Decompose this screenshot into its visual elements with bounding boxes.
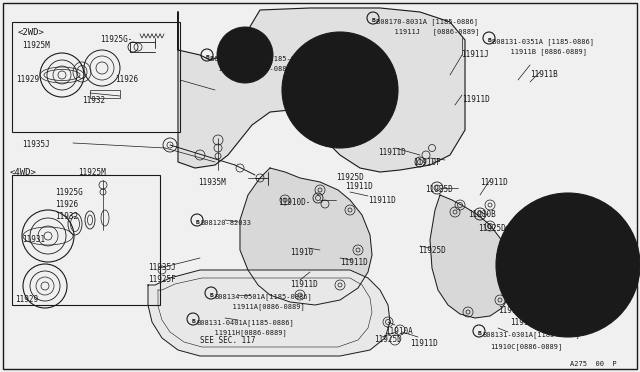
Text: 11935J: 11935J	[148, 263, 176, 272]
Text: B: B	[195, 220, 199, 225]
Text: 11935J: 11935J	[22, 140, 50, 149]
Text: 11932: 11932	[82, 96, 105, 105]
Text: B08134-0501A[1185-0886]: B08134-0501A[1185-0886]	[214, 293, 312, 300]
Text: B08131-0401A[1185-0886]: B08131-0401A[1185-0886]	[196, 319, 294, 326]
Text: 11925D: 11925D	[374, 335, 402, 344]
Circle shape	[282, 32, 398, 148]
Text: 11911J   [0886-0889]: 11911J [0886-0889]	[386, 28, 479, 35]
Bar	[12, 175, 160, 305]
Text: 11911A[0886-0889]: 11911A[0886-0889]	[224, 303, 305, 310]
Text: 11910F: 11910F	[413, 158, 441, 167]
Text: N: N	[548, 213, 552, 218]
Text: 11910A: 11910A	[385, 327, 413, 336]
Text: 11929: 11929	[15, 295, 38, 304]
Text: 11910C[0886-0889]: 11910C[0886-0889]	[490, 343, 563, 350]
Text: 11911J: 11911J	[461, 50, 489, 59]
Polygon shape	[178, 8, 465, 172]
Text: <4WD>: <4WD>	[10, 168, 37, 177]
Polygon shape	[148, 270, 390, 356]
Text: 11931: 11931	[22, 235, 45, 244]
Text: B08120-82033: B08120-82033	[200, 220, 251, 226]
Text: 11925D: 11925D	[478, 224, 506, 233]
Text: 11925M: 11925M	[78, 168, 106, 177]
Polygon shape	[430, 195, 512, 318]
Text: 11925M: 11925M	[22, 41, 50, 50]
Text: 11911H[0886-0889]: 11911H[0886-0889]	[206, 329, 287, 336]
Text: 11911D: 11911D	[378, 148, 406, 157]
Text: 11935M: 11935M	[198, 178, 226, 187]
Text: 11910D-: 11910D-	[278, 198, 310, 207]
Text: B: B	[487, 38, 491, 43]
Text: B: B	[205, 55, 209, 60]
Text: SEE SEC. 117: SEE SEC. 117	[200, 336, 255, 345]
Text: 11911D: 11911D	[480, 178, 508, 187]
Text: 11925D: 11925D	[418, 246, 445, 255]
Text: 11926: 11926	[115, 75, 138, 84]
Text: 11935F [0886-0889]: 11935F [0886-0889]	[210, 65, 295, 72]
Text: 11911B [0886-0889]: 11911B [0886-0889]	[502, 48, 587, 55]
Text: B: B	[371, 18, 375, 23]
Text: 11911D: 11911D	[340, 258, 368, 267]
Text: 11910B: 11910B	[468, 210, 496, 219]
Text: A275  00  P: A275 00 P	[570, 361, 617, 367]
Text: B08170-8031A [1185-0886]: B08170-8031A [1185-0886]	[376, 18, 478, 25]
Text: 11925G-: 11925G-	[100, 35, 132, 44]
Text: 11929: 11929	[16, 75, 39, 84]
Text: 11910: 11910	[290, 248, 313, 257]
Text: 11926: 11926	[55, 200, 78, 209]
Text: B08131-0301A[1185-0886]: B08131-0301A[1185-0886]	[482, 331, 580, 338]
Text: 11925F: 11925F	[148, 275, 176, 284]
Text: B: B	[477, 331, 481, 336]
Text: 11911D: 11911D	[510, 318, 538, 327]
Text: 11925G: 11925G	[55, 188, 83, 197]
Text: B08130-8951A [1185-0886]: B08130-8951A [1185-0886]	[210, 55, 312, 62]
Text: 11911B: 11911B	[530, 70, 557, 79]
Text: B: B	[191, 319, 195, 324]
Text: B: B	[209, 293, 213, 298]
Bar	[12, 22, 180, 132]
Text: <2WD>: <2WD>	[18, 28, 45, 37]
Text: 11932: 11932	[55, 212, 78, 221]
Text: 11911D: 11911D	[462, 95, 490, 104]
Text: 11925D: 11925D	[336, 173, 364, 182]
Text: 11911D: 11911D	[410, 339, 438, 348]
Text: 11911D: 11911D	[290, 280, 317, 289]
Polygon shape	[240, 168, 372, 305]
Text: 11911D: 11911D	[368, 196, 396, 205]
Text: B08131-0351A [1185-0886]: B08131-0351A [1185-0886]	[492, 38, 594, 45]
Text: 11911F: 11911F	[543, 270, 571, 279]
Text: 11925D: 11925D	[425, 185, 452, 194]
Text: 11911I: 11911I	[498, 306, 525, 315]
Text: SEE SEC.274: SEE SEC.274	[566, 248, 617, 257]
Text: 11911D: 11911D	[345, 182, 372, 191]
Circle shape	[217, 27, 273, 83]
Circle shape	[496, 193, 640, 337]
Bar	[90, 90, 120, 98]
Text: N08911-2401A: N08911-2401A	[554, 213, 605, 219]
